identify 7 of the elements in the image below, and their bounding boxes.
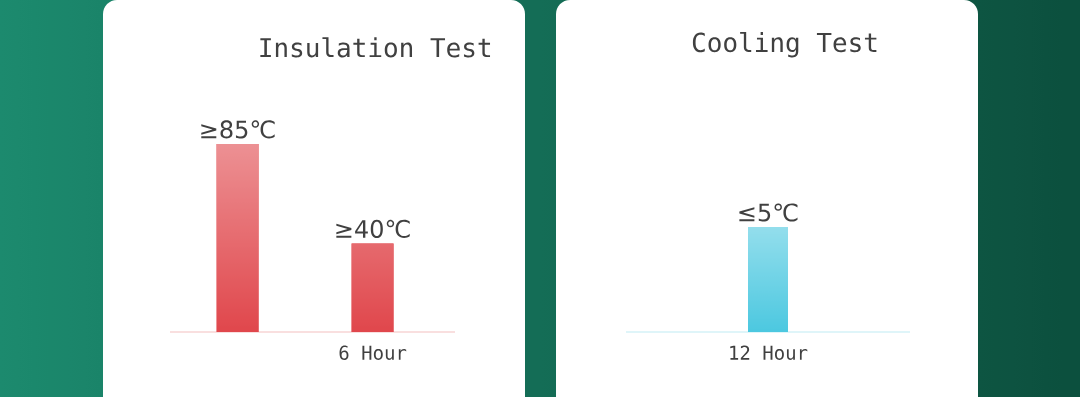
data-label: ≥40℃ <box>336 219 410 238</box>
x-tick-label: 12 Hour <box>730 345 808 360</box>
data-label: ≤5℃ <box>739 203 798 222</box>
x-tick-label: 6 Hour <box>339 345 407 360</box>
chart-title: Insulation Test <box>260 37 491 58</box>
chart-title: Cooling Test <box>692 31 877 58</box>
data-label: ≥85℃ <box>201 120 275 139</box>
